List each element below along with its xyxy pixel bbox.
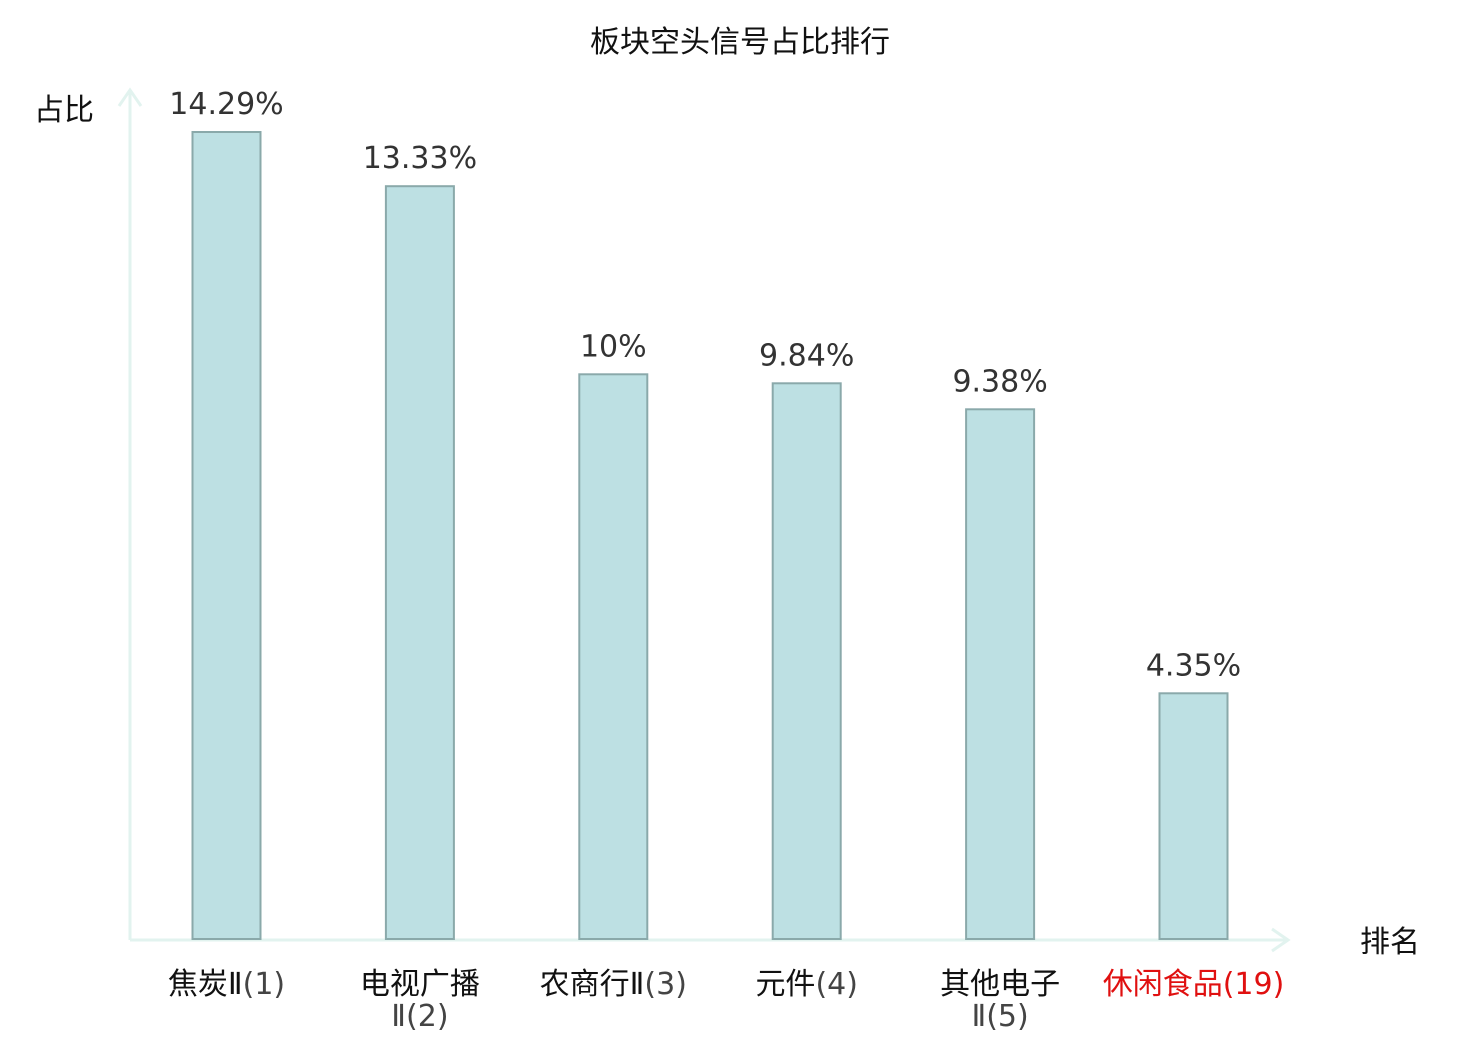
category-label-4: 元件(4) [755, 967, 858, 1002]
category-name: 农商行Ⅱ [540, 967, 645, 1002]
bar-2 [384, 185, 455, 940]
category-label-6: 休闲食品(19) [1103, 967, 1285, 1002]
y-axis-arrow-icon [117, 87, 143, 107]
y-axis-label: 占比 [34, 93, 94, 128]
x-axis-arrow-icon [1271, 927, 1291, 953]
value-label-3: 10% [580, 329, 647, 364]
category-rank: Ⅱ(2) [391, 999, 448, 1034]
value-labels-group: 14.29% 13.33% 10% 9.84% 9.38% 4.35% [169, 87, 1241, 683]
category-rank: (1) [243, 967, 286, 1002]
bars-group [191, 131, 1229, 940]
bar-1 [191, 131, 262, 940]
category-name: 元件 [755, 967, 815, 1002]
axes [117, 87, 1291, 953]
value-label-6: 4.35% [1146, 648, 1241, 683]
category-labels-group: 焦炭Ⅱ(1) 电视广播 Ⅱ(2)农商行Ⅱ(3) 元件(4) 其他电子 Ⅱ(5)休闲食品(1… [168, 967, 1284, 1034]
x-axis-label: 排名 [1360, 925, 1420, 960]
bar-3 [578, 373, 649, 940]
bar-4 [771, 382, 842, 940]
value-label-4: 9.84% [759, 338, 854, 373]
category-name: 其他电子 [940, 967, 1060, 1002]
category-label-1: 焦炭Ⅱ(1) [168, 967, 285, 1002]
category-rank: (4) [815, 967, 858, 1002]
category-name: 电视广播 [360, 967, 480, 1002]
value-label-1: 14.29% [169, 87, 283, 122]
category-name: 休闲食品 [1103, 967, 1223, 1002]
category-name: 焦炭Ⅱ [168, 967, 243, 1002]
chart-title: 板块空头信号占比排行 [590, 25, 890, 60]
value-label-5: 9.38% [952, 364, 1047, 399]
category-rank: (3) [644, 967, 687, 1002]
category-label-3: 农商行Ⅱ(3) [540, 967, 687, 1002]
value-label-2: 13.33% [363, 141, 477, 176]
category-label-2: 电视广播 Ⅱ(2) [360, 967, 480, 1034]
category-rank: (19) [1223, 967, 1285, 1002]
category-label-5: 其他电子 Ⅱ(5) [940, 967, 1060, 1034]
bar-5 [965, 408, 1036, 940]
category-rank: Ⅱ(5) [971, 999, 1028, 1034]
bar-6 [1158, 692, 1229, 940]
